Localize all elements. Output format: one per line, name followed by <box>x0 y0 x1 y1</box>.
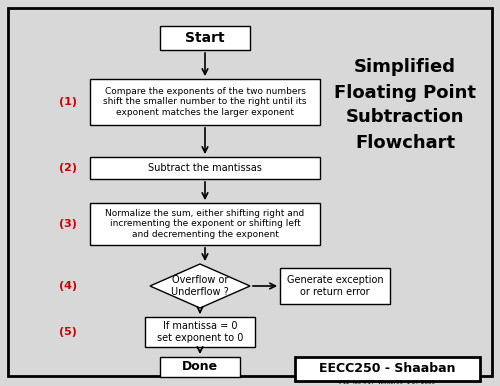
Text: Compare the exponents of the two numbers
shift the smaller number to the right u: Compare the exponents of the two numbers… <box>104 87 307 117</box>
Text: Generate exception
or return error: Generate exception or return error <box>286 275 384 297</box>
Text: (5): (5) <box>59 327 77 337</box>
Text: EECC250 - Shaaban: EECC250 - Shaaban <box>320 362 456 376</box>
Text: #12  lec #17  Winter99  1-27-2000: #12 lec #17 Winter99 1-27-2000 <box>338 381 436 386</box>
Text: Start: Start <box>185 31 225 45</box>
FancyBboxPatch shape <box>295 357 480 381</box>
FancyBboxPatch shape <box>90 79 320 125</box>
FancyBboxPatch shape <box>8 8 492 376</box>
Text: Overflow or
Underflow ?: Overflow or Underflow ? <box>171 275 229 297</box>
Polygon shape <box>150 264 250 308</box>
Text: Subtract the mantissas: Subtract the mantissas <box>148 163 262 173</box>
FancyBboxPatch shape <box>280 268 390 304</box>
Text: (4): (4) <box>59 281 77 291</box>
Text: (1): (1) <box>59 97 77 107</box>
Text: (2): (2) <box>59 163 77 173</box>
Text: Done: Done <box>182 361 218 374</box>
Text: Simplified
Floating Point
Subtraction
Flowchart: Simplified Floating Point Subtraction Fl… <box>334 59 476 151</box>
FancyBboxPatch shape <box>160 357 240 377</box>
FancyBboxPatch shape <box>90 157 320 179</box>
FancyBboxPatch shape <box>160 26 250 50</box>
Text: (3): (3) <box>59 219 77 229</box>
Text: If mantissa = 0
set exponent to 0: If mantissa = 0 set exponent to 0 <box>157 321 243 343</box>
FancyBboxPatch shape <box>90 203 320 245</box>
FancyBboxPatch shape <box>145 317 255 347</box>
Text: Normalize the sum, either shifting right and
incrementing the exponent or shifti: Normalize the sum, either shifting right… <box>106 209 304 239</box>
